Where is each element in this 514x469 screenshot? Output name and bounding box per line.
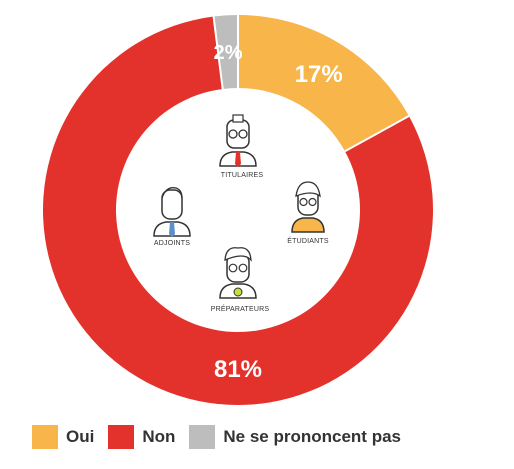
legend-swatch-oui — [32, 425, 58, 449]
role-label-adjoints: ADJOINTS — [154, 240, 190, 247]
legend-label-oui: Oui — [66, 427, 95, 446]
percent-label-nspp: 2% — [214, 42, 243, 64]
titulaire-figure-icon — [219, 114, 257, 167]
role-label-etudiants: ÉTUDIANTS — [287, 236, 329, 245]
slice-separator — [344, 115, 410, 153]
chart-legend: Oui Non Ne se prononcent pas — [32, 425, 415, 449]
legend-item-non: Non — [108, 425, 175, 449]
legend-label-non: Non — [142, 427, 176, 446]
percent-labels: 17% 81% 2% — [214, 42, 343, 383]
adjoint-figure-icon — [153, 187, 191, 237]
legend-item-oui: Oui — [32, 425, 94, 449]
slice-oui — [238, 15, 409, 152]
slice-separator — [212, 16, 224, 90]
legend-label-nspp: Ne se prononcent pas — [223, 427, 401, 446]
percent-label-non: 81% — [214, 356, 262, 383]
legend-item-nspp: Ne se prononcent pas — [189, 425, 401, 449]
legend-swatch-nspp — [189, 425, 216, 449]
preparateur-figure-icon — [219, 247, 257, 299]
donut-slices — [42, 15, 433, 406]
legend-swatch-non — [108, 425, 135, 449]
percent-label-oui: 17% — [295, 61, 343, 88]
role-label-preparateurs: PRÉPARATEURS — [211, 304, 270, 313]
slice-nspp — [213, 15, 238, 89]
role-label-titulaires: TITULAIRES — [221, 172, 264, 179]
slice-non — [42, 16, 433, 406]
etudiant-figure-icon — [291, 181, 325, 233]
